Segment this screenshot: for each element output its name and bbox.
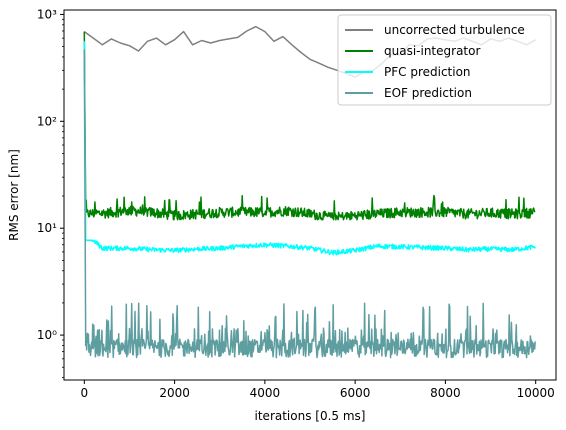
series-line-eof-prediction bbox=[83, 49, 536, 359]
series-line-quasi-integrator bbox=[83, 31, 536, 221]
legend-label: uncorrected turbulence bbox=[384, 23, 525, 37]
x-tick-label: 10000 bbox=[517, 386, 555, 400]
legend-label: PFC prediction bbox=[384, 65, 471, 79]
y-tick-label: 10⁰ bbox=[37, 328, 57, 342]
x-tick-label: 0 bbox=[80, 386, 88, 400]
legend: uncorrected turbulence quasi-integrator PF… bbox=[337, 14, 552, 106]
x-axis: 0 2000 4000 6000 8000 10000 bbox=[80, 380, 555, 400]
x-tick-label: 2000 bbox=[159, 386, 190, 400]
legend-label: EOF prediction bbox=[384, 86, 472, 100]
plot-frame bbox=[63, 9, 557, 381]
x-tick-label: 4000 bbox=[250, 386, 281, 400]
y-tick-label: 10¹ bbox=[37, 221, 57, 235]
y-axis-label: RMS error [nm] bbox=[7, 149, 21, 241]
series-line-pfc-prediction bbox=[83, 41, 536, 256]
legend-box bbox=[337, 14, 552, 106]
y-tick-label: 10² bbox=[37, 114, 57, 128]
x-tick-label: 8000 bbox=[430, 386, 461, 400]
x-tick-label: 6000 bbox=[340, 386, 371, 400]
y-axis: 10⁰ 10¹ 10² 10³ bbox=[37, 7, 64, 379]
y-tick-label: 10³ bbox=[37, 7, 57, 21]
x-axis-label: iterations [0.5 ms] bbox=[255, 409, 366, 423]
legend-label: quasi-integrator bbox=[384, 44, 480, 58]
